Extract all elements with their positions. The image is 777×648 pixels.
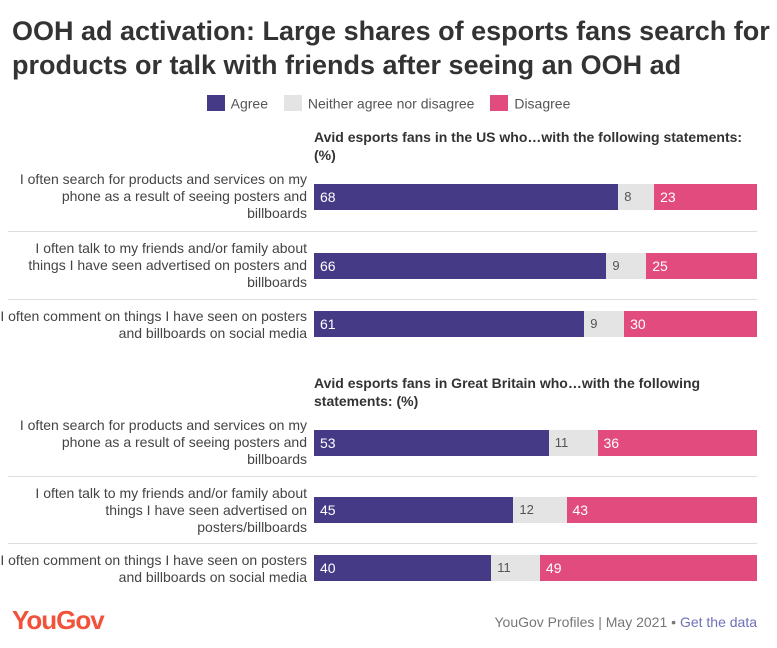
row-divider bbox=[8, 543, 757, 544]
bar-segment-neither: 9 bbox=[606, 253, 647, 279]
get-the-data-link[interactable]: Get the data bbox=[679, 614, 757, 630]
bar-segment-agree: 61 bbox=[314, 311, 585, 337]
row-label-gb-talk: I often talk to my friends and/or family… bbox=[35, 485, 307, 535]
bar-value-label: 11 bbox=[497, 560, 511, 575]
bar-value-label: 36 bbox=[603, 435, 620, 451]
source-text: YouGov Profiles | May 2021 • bbox=[494, 614, 677, 630]
bar-value-label: 43 bbox=[572, 502, 589, 518]
legend-label-agree: Agree bbox=[230, 94, 268, 111]
bar-segment-neither: 8 bbox=[618, 184, 655, 210]
bar-value-label: 53 bbox=[320, 435, 336, 451]
bar-value-label: 66 bbox=[320, 258, 336, 274]
bar-segment-disagree: 25 bbox=[646, 253, 757, 279]
bar-row-us-comment: 61 9 30 bbox=[314, 311, 757, 337]
bar-segment-disagree: 23 bbox=[654, 184, 757, 210]
bar-segment-neither: 9 bbox=[584, 311, 625, 337]
legend-swatch-disagree bbox=[490, 94, 509, 111]
footer-source: YouGov Profiles | May 2021 • Get the dat… bbox=[494, 614, 757, 630]
legend-label-neither: Neither agree nor disagree bbox=[307, 94, 475, 111]
bar-value-label: 61 bbox=[320, 316, 336, 332]
bar-segment-agree: 53 bbox=[314, 430, 549, 456]
bar-row-gb-talk: 45 12 43 bbox=[314, 497, 757, 523]
legend-item-agree: Agree bbox=[206, 94, 268, 111]
bar-segment-disagree: 49 bbox=[539, 555, 757, 581]
yougov-logo: YouGov bbox=[12, 605, 105, 635]
row-label-us-search: I often search for products and services… bbox=[19, 171, 307, 221]
bar-segment-agree: 66 bbox=[314, 253, 607, 279]
bar-value-label: 8 bbox=[624, 189, 632, 204]
bar-segment-disagree: 43 bbox=[566, 497, 757, 523]
legend-swatch-agree bbox=[206, 94, 225, 111]
legend-label-disagree: Disagree bbox=[514, 94, 571, 111]
bar-row-gb-comment: 40 11 49 bbox=[314, 555, 757, 581]
row-divider bbox=[8, 476, 757, 477]
bar-segment-agree: 45 bbox=[314, 497, 514, 523]
bar-value-label: 40 bbox=[320, 560, 336, 576]
row-label-us-talk: I often talk to my friends and/or family… bbox=[28, 240, 307, 290]
bar-value-label: 68 bbox=[320, 189, 336, 205]
legend-swatch-neither bbox=[283, 94, 302, 111]
bar-value-label: 45 bbox=[320, 502, 336, 518]
section-heading-us: Avid esports fans in the US who…with the… bbox=[314, 129, 743, 163]
legend: Agree Neither agree nor disagree Disagre… bbox=[0, 93, 777, 111]
bar-value-label: 49 bbox=[545, 560, 562, 576]
bar-value-label: 30 bbox=[630, 316, 646, 332]
bar-segment-neither: 11 bbox=[491, 555, 540, 581]
bar-segment-disagree: 30 bbox=[624, 311, 757, 337]
bar-value-label: 25 bbox=[652, 258, 668, 274]
row-label-gb-search: I often search for products and services… bbox=[19, 417, 307, 467]
chart-title: OOH ad activation: Large shares of espor… bbox=[12, 16, 770, 80]
bar-value-label: 11 bbox=[554, 435, 569, 450]
row-divider bbox=[8, 231, 757, 232]
bar-row-us-search: 68 8 23 bbox=[314, 184, 757, 210]
bar-value-label: 23 bbox=[660, 189, 676, 205]
row-label-us-comment: I often comment on things I have seen on… bbox=[0, 308, 307, 341]
row-divider bbox=[8, 299, 757, 300]
bar-segment-agree: 68 bbox=[314, 184, 619, 210]
bar-segment-neither: 11 bbox=[548, 430, 598, 456]
legend-item-neither: Neither agree nor disagree bbox=[283, 94, 475, 111]
bar-segment-disagree: 36 bbox=[597, 430, 757, 456]
bar-row-gb-search: 53 11 36 bbox=[314, 430, 757, 456]
bar-segment-agree: 40 bbox=[314, 555, 492, 581]
section-heading-gb: Avid esports fans in Great Britain who…w… bbox=[314, 375, 701, 409]
bar-value-label: 9 bbox=[590, 316, 598, 331]
bar-value-label: 12 bbox=[519, 502, 534, 517]
bar-value-label: 9 bbox=[612, 258, 620, 273]
row-label-gb-comment: I often comment on things I have seen on… bbox=[0, 552, 307, 585]
legend-item-disagree: Disagree bbox=[490, 94, 570, 111]
bar-row-us-talk: 66 9 25 bbox=[314, 253, 757, 279]
bar-segment-neither: 12 bbox=[513, 497, 567, 523]
